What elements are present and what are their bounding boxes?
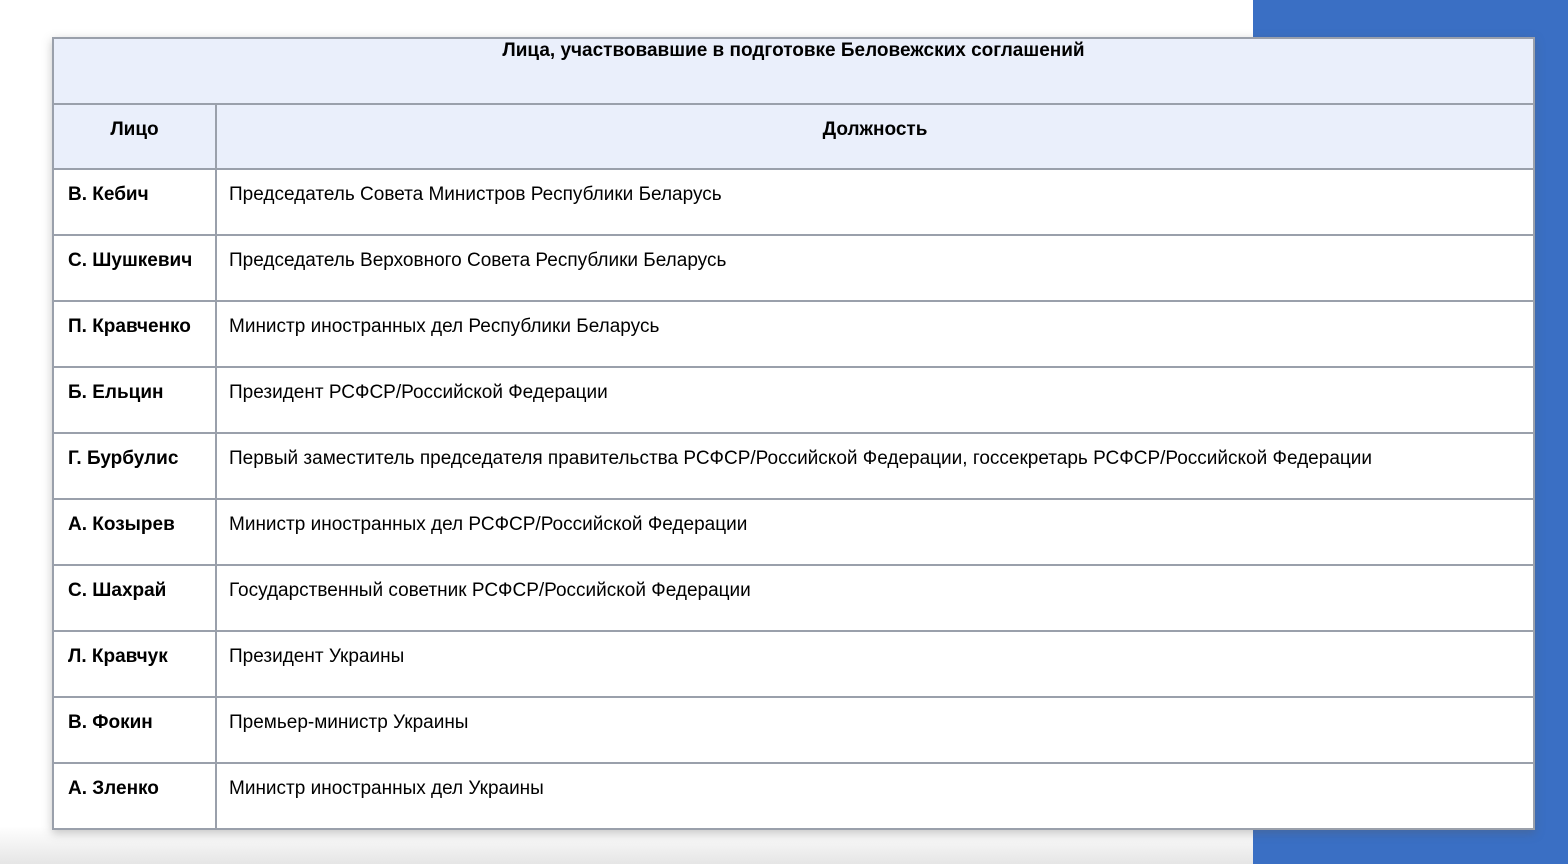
column-header-position: Должность	[215, 103, 1535, 170]
position-cell: Первый заместитель председателя правител…	[215, 432, 1535, 500]
table-row: Б. Ельцин Президент РСФСР/Российской Фед…	[52, 366, 1535, 434]
table-row: С. Шахрай Государственный советник РСФСР…	[52, 564, 1535, 632]
header-row: Лицо Должность	[52, 103, 1535, 170]
position-cell: Президент РСФСР/Российской Федерации	[215, 366, 1535, 434]
position-cell: Председатель Верховного Совета Республик…	[215, 234, 1535, 302]
column-header-person: Лицо	[52, 103, 217, 170]
person-cell: С. Шахрай	[52, 564, 217, 632]
participants-table: Лица, участвовавшие в подготовке Беловеж…	[52, 37, 1535, 830]
table-row: В. Кебич Председатель Совета Министров Р…	[52, 168, 1535, 236]
person-cell: А. Козырев	[52, 498, 217, 566]
position-cell: Президент Украины	[215, 630, 1535, 698]
table-row: Л. Кравчук Президент Украины	[52, 630, 1535, 698]
position-cell: Министр иностранных дел Республики Белар…	[215, 300, 1535, 368]
table-body: В. Кебич Председатель Совета Министров Р…	[52, 168, 1535, 830]
table-title: Лица, участвовавшие в подготовке Беловеж…	[52, 37, 1535, 105]
position-cell: Премьер-министр Украины	[215, 696, 1535, 764]
person-cell: В. Фокин	[52, 696, 217, 764]
person-cell: Л. Кравчук	[52, 630, 217, 698]
person-cell: Г. Бурбулис	[52, 432, 217, 500]
person-cell: Б. Ельцин	[52, 366, 217, 434]
table-row: Г. Бурбулис Первый заместитель председат…	[52, 432, 1535, 500]
position-cell: Государственный советник РСФСР/Российско…	[215, 564, 1535, 632]
person-cell: В. Кебич	[52, 168, 217, 236]
position-cell: Министр иностранных дел Украины	[215, 762, 1535, 830]
table-row: С. Шушкевич Председатель Верховного Сове…	[52, 234, 1535, 302]
title-row: Лица, участвовавшие в подготовке Беловеж…	[52, 37, 1535, 105]
position-cell: Председатель Совета Министров Республики…	[215, 168, 1535, 236]
person-cell: А. Зленко	[52, 762, 217, 830]
person-cell: П. Кравченко	[52, 300, 217, 368]
table-row: В. Фокин Премьер-министр Украины	[52, 696, 1535, 764]
table-row: А. Козырев Министр иностранных дел РСФСР…	[52, 498, 1535, 566]
person-cell: С. Шушкевич	[52, 234, 217, 302]
table-row: П. Кравченко Министр иностранных дел Рес…	[52, 300, 1535, 368]
table-row: А. Зленко Министр иностранных дел Украин…	[52, 762, 1535, 830]
position-cell: Министр иностранных дел РСФСР/Российской…	[215, 498, 1535, 566]
